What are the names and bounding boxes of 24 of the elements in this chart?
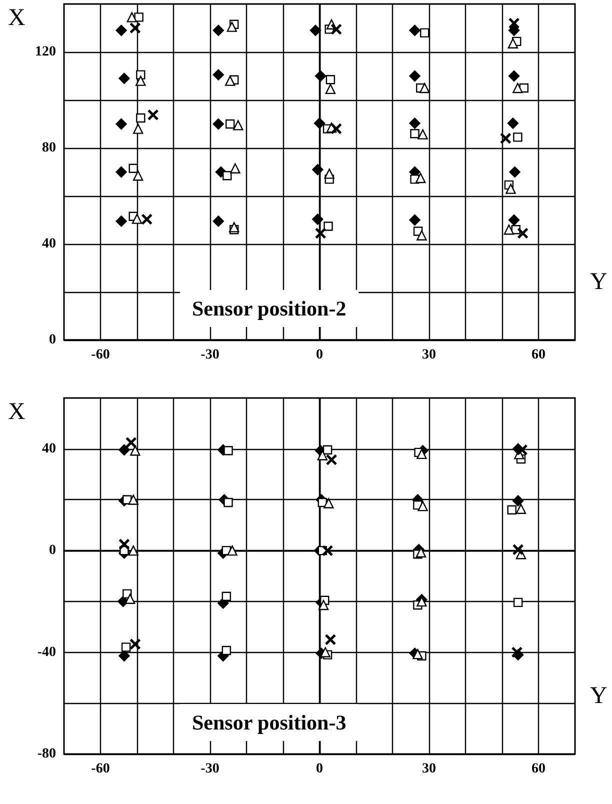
x-tick-label: 30 [422,762,436,776]
x-tick-label: 60 [532,348,546,362]
x-tick-label: -30 [200,348,220,362]
y-tick-label: -40 [37,644,56,660]
x-tick-label: 0 [316,762,323,776]
x-axis-title: Y [590,683,608,709]
y-tick-label: -80 [37,746,56,762]
y-tick-label: 40 [42,236,56,252]
text: Sensor position-3 [192,710,346,734]
y-tick-label: 0 [49,332,56,348]
y-tick-label: 80 [42,140,56,156]
y-axis-title: X [8,399,26,425]
y-tick-label: 40 [42,441,56,456]
x-tick-label: 0 [316,348,323,362]
x-axis-title: Y [590,269,608,295]
y-tick-label: 120 [35,44,56,60]
text: Sensor position-2 [192,296,346,320]
y-tick-label: 0 [49,543,56,558]
x-tick-label: -30 [200,762,220,776]
x-tick-label: 60 [532,762,546,776]
x-tick-label: -60 [91,762,110,776]
x-tick-label: 30 [422,348,436,362]
x-tick-label: -60 [91,348,110,362]
y-axis-title: X [8,5,26,31]
